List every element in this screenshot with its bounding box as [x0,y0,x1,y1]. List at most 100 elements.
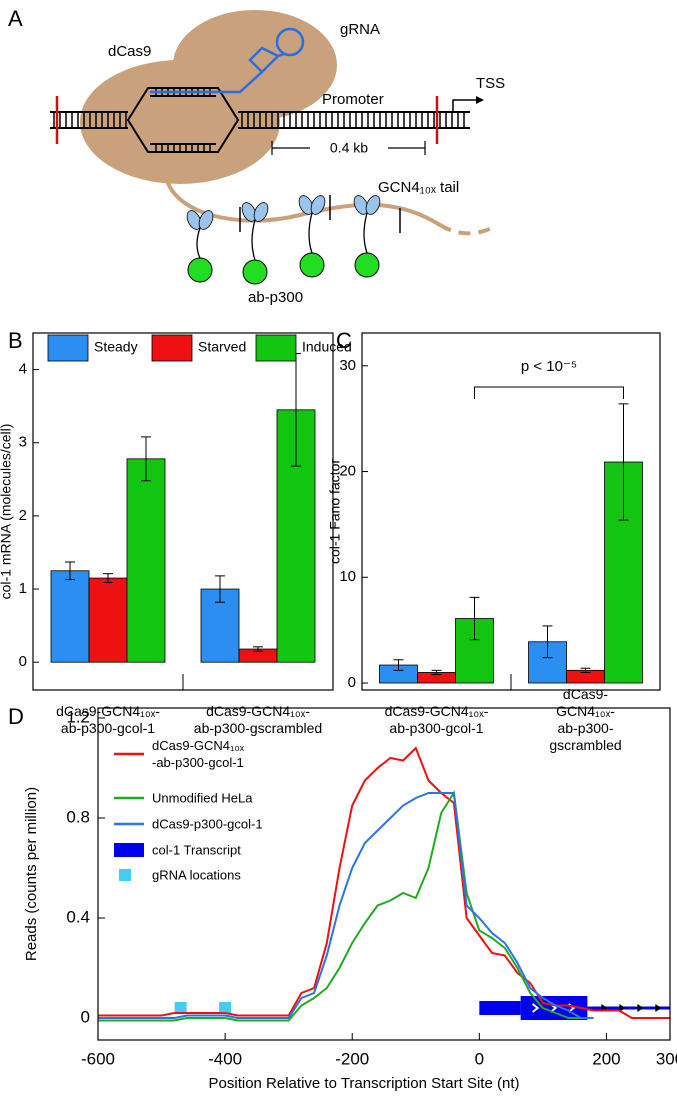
x-tick-label: dCas9-GCN4₁₀ₓ- ab-p300-gscrambled [549,686,622,753]
legend-label: col-1 Transcript [152,842,241,858]
scale-label: 0.4 kb [330,140,368,156]
effector-lobe [186,210,202,230]
dcas9-label: dCas9 [108,43,151,60]
diagram-a: A gRNA dCas9 Promoter TSS 0.4 kb GCN4₁₀ₓ… [8,6,505,306]
effector-stalk [308,212,313,254]
grna-location [219,1002,232,1014]
line-series [98,790,581,1022]
x-tick-label: dCas9-GCN4₁₀ₓ- ab-p300-gcol-1 [384,703,489,736]
error-bar [580,667,591,673]
panel-label: D [8,704,24,729]
effector-stalk [251,219,256,261]
scale-bar [271,141,426,155]
legend-label: dCas9-p300-gcol-1 [152,816,263,832]
grna-hairpin [150,27,305,94]
y-tick-label: 0 [81,1007,90,1026]
error-bar [393,659,404,671]
legend-swatch [151,334,193,362]
y-tick-label: 1 [19,580,27,597]
tail-dashed [438,223,493,236]
error-bar [253,646,263,652]
dna [50,87,470,153]
x-tick-label: -600 [81,1049,115,1068]
y-tick-label: 20 [339,462,356,479]
effector-domain [354,252,380,278]
y-tick-label: 0 [19,653,27,670]
legend-label: dCas9-GCN4₁₀ₓ -ab-p300-gcol-1 [152,738,245,770]
effector-lobe [198,210,214,230]
effector-stalk [363,212,368,254]
legend-label: Induced [302,339,352,355]
tail [163,171,442,227]
error-bar [431,669,442,676]
legend-label: Steady [94,339,138,355]
tail-marks [239,195,401,233]
grna-location [174,1002,187,1014]
legend-swatch [47,334,89,362]
error-bar [618,403,629,521]
error-bar [469,596,480,641]
legend-label: gRNA locations [152,867,241,883]
plot-frame [32,332,334,691]
tail-label: GCN4₁₀ₓ tail [378,179,459,196]
bar [88,577,128,663]
error-bar [542,625,553,659]
y-tick-label: 0 [348,674,356,691]
arrowhead [655,1004,662,1012]
arrowhead [637,1004,644,1012]
panel-label: C [336,328,352,353]
effector-stalk [196,227,201,259]
x-tick-label: dCas9-GCN4₁₀ₓ- ab-p300-gcol-1 [56,703,160,736]
plot-frame [97,707,671,1041]
dna-rungs [53,88,465,152]
panel-label: A [8,6,23,31]
arrowhead [619,1004,626,1012]
effector-domain [242,259,268,285]
legend-swatch [255,334,297,362]
effector-domain [187,257,213,283]
dcas9-blob [80,60,280,184]
legend-swatch [119,869,131,881]
y-axis-label: col-1 mRNA (molecules/cell) [0,424,14,600]
error-bar [65,561,75,581]
effector-label: ab-p300 [248,289,303,306]
line-series [98,792,594,1019]
plot-frame [361,332,661,691]
y-tick-label: 30 [339,357,356,374]
transcript-utr [479,1001,521,1015]
error-bar [103,573,113,583]
x-tick-label: 0 [475,1049,484,1068]
effector-lobe [365,195,381,215]
annotation: p < 10⁻⁵ [521,358,577,375]
x-tick-label: 200 [592,1049,620,1068]
y-tick-label: 0.4 [66,907,90,926]
y-tick-label: 0.8 [66,807,90,826]
bar [50,570,90,663]
y-tick-label: 2 [19,507,27,524]
y-tick-label: 3 [19,434,27,451]
panel-label: B [8,328,23,353]
effector-lobe [298,195,314,215]
y-axis-label: col-1 Fano factor [327,459,343,564]
effector-lobe [353,195,369,215]
x-tick-label: -400 [208,1049,242,1068]
y-tick-label: 1.2 [66,707,90,726]
bar [604,461,643,684]
tss-arrow [452,99,476,112]
effector-lobe [253,202,269,222]
bar [126,458,166,663]
x-tick-label: dCas9-GCN4₁₀ₓ- ab-p300-gscrambled [193,703,323,736]
legend-label: Unmodified HeLa [152,790,253,806]
effector-lobe [241,202,257,222]
effector-lobe [310,195,326,215]
grna-label: gRNA [340,21,380,38]
line-series [98,746,670,1019]
error-bar [215,575,225,603]
x-axis-label: Position Relative to Transcription Start… [209,1075,520,1092]
tss-arrowhead [476,96,484,104]
x-tick-label: 300 [656,1049,677,1068]
y-axis-label: Reads (counts per million) [23,787,40,961]
tss-label: TSS [476,75,505,92]
